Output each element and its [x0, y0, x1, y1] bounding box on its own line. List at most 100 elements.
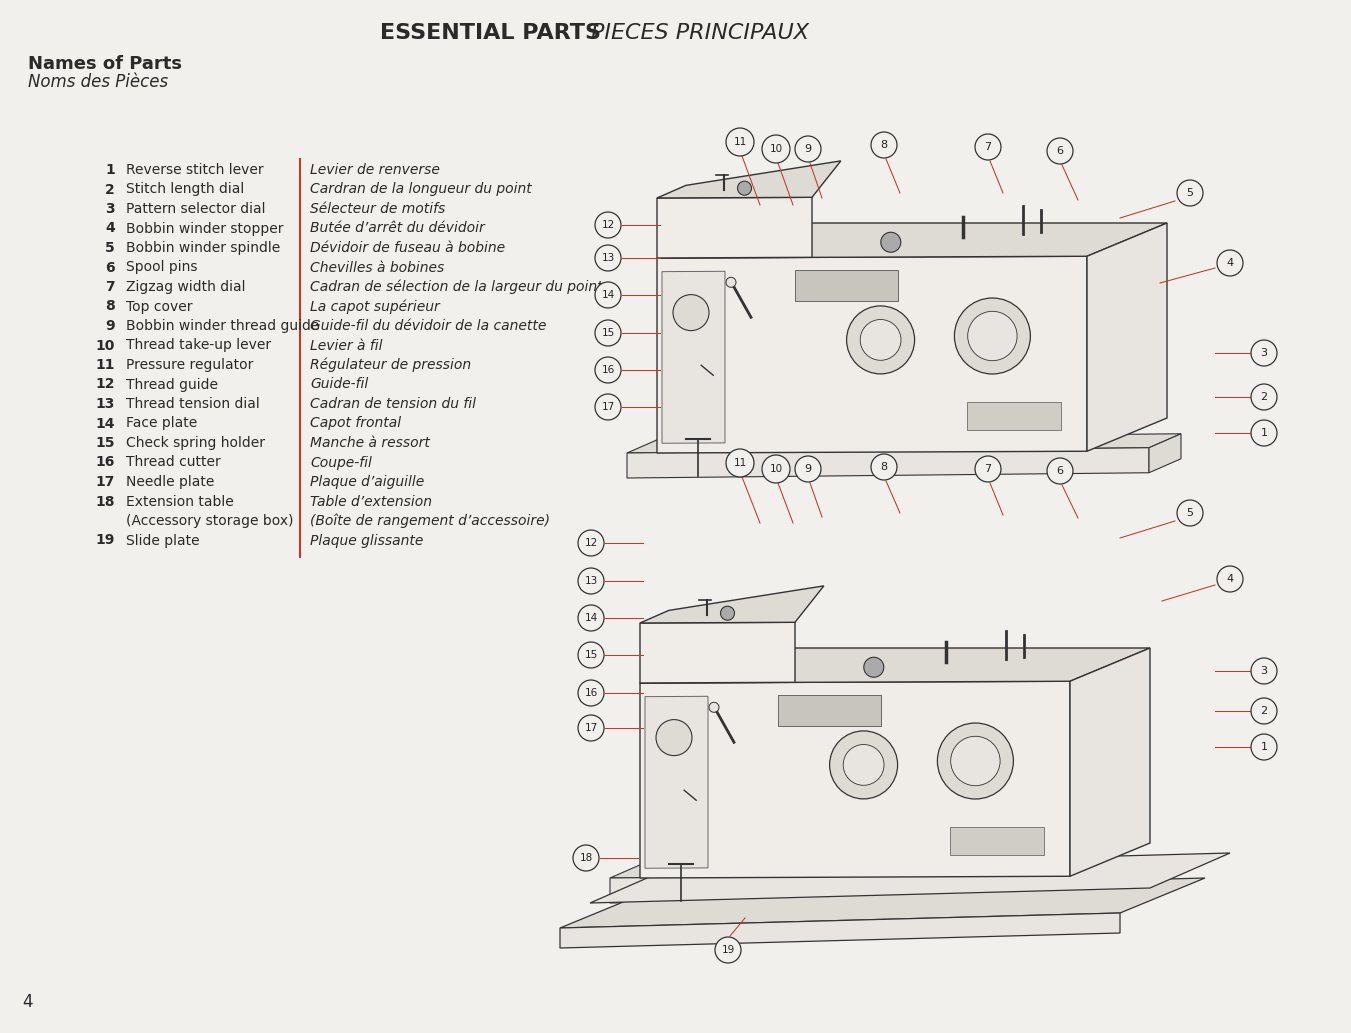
- Polygon shape: [627, 447, 1148, 478]
- Text: 8: 8: [881, 462, 888, 472]
- Polygon shape: [1070, 648, 1150, 876]
- Text: Noms des Pièces: Noms des Pièces: [28, 73, 168, 91]
- Text: Bobbin winder thread guide: Bobbin winder thread guide: [126, 319, 319, 333]
- Polygon shape: [662, 272, 725, 443]
- Text: Stitch length dial: Stitch length dial: [126, 183, 245, 196]
- Text: 5: 5: [1186, 508, 1193, 518]
- Text: Pressure regulator: Pressure regulator: [126, 358, 254, 372]
- Circle shape: [1251, 420, 1277, 446]
- Text: 11: 11: [734, 137, 747, 147]
- Circle shape: [1047, 138, 1073, 164]
- Text: 18: 18: [96, 495, 115, 508]
- Polygon shape: [640, 681, 1070, 878]
- Text: Bobbin winder spindle: Bobbin winder spindle: [126, 241, 280, 255]
- Text: 8: 8: [105, 300, 115, 313]
- Circle shape: [578, 530, 604, 556]
- Circle shape: [1217, 250, 1243, 276]
- Circle shape: [594, 320, 621, 346]
- Text: 4: 4: [105, 221, 115, 236]
- Circle shape: [881, 232, 901, 252]
- Text: Dévidoir de fuseau à bobine: Dévidoir de fuseau à bobine: [309, 241, 505, 255]
- Circle shape: [578, 605, 604, 631]
- Circle shape: [738, 181, 751, 195]
- Text: Manche à ressort: Manche à ressort: [309, 436, 430, 450]
- Text: 9: 9: [804, 144, 812, 154]
- Circle shape: [657, 720, 692, 755]
- Text: Spool pins: Spool pins: [126, 260, 197, 275]
- Text: Pattern selector dial: Pattern selector dial: [126, 202, 266, 216]
- Text: La capot supérieur: La capot supérieur: [309, 300, 439, 314]
- Text: 19: 19: [96, 533, 115, 547]
- Text: Table d’extension: Table d’extension: [309, 495, 432, 508]
- Text: 7: 7: [105, 280, 115, 294]
- Text: Reverse stitch lever: Reverse stitch lever: [126, 163, 263, 177]
- Polygon shape: [640, 648, 1150, 683]
- Text: 4: 4: [22, 993, 32, 1011]
- Circle shape: [762, 455, 790, 483]
- Polygon shape: [640, 586, 824, 623]
- Text: 10: 10: [770, 144, 782, 154]
- Text: 3: 3: [105, 202, 115, 216]
- Bar: [794, 270, 898, 301]
- Polygon shape: [1088, 223, 1167, 451]
- Text: Plaque d’aiguille: Plaque d’aiguille: [309, 475, 424, 489]
- Text: Chevilles à bobines: Chevilles à bobines: [309, 260, 444, 275]
- Circle shape: [578, 641, 604, 668]
- Text: 15: 15: [585, 650, 597, 660]
- Text: 2: 2: [105, 183, 115, 196]
- Polygon shape: [640, 622, 794, 683]
- Text: 17: 17: [585, 723, 597, 733]
- Polygon shape: [561, 878, 1205, 928]
- Circle shape: [725, 277, 736, 287]
- Text: (Accessory storage box): (Accessory storage box): [126, 514, 293, 528]
- Circle shape: [720, 606, 735, 620]
- Circle shape: [1177, 180, 1202, 206]
- Circle shape: [954, 298, 1031, 374]
- Text: 1: 1: [105, 163, 115, 177]
- Text: Cadran de sélection de la largeur du point: Cadran de sélection de la largeur du poi…: [309, 280, 603, 294]
- Text: (Boîte de rangement d’accessoire): (Boîte de rangement d’accessoire): [309, 514, 550, 529]
- Bar: [778, 695, 881, 726]
- Text: ESSENTIAL PARTS: ESSENTIAL PARTS: [380, 23, 600, 43]
- Text: 7: 7: [985, 464, 992, 474]
- Circle shape: [673, 294, 709, 331]
- Circle shape: [725, 449, 754, 477]
- Text: 12: 12: [96, 377, 115, 392]
- Text: 16: 16: [601, 365, 615, 375]
- Text: Top cover: Top cover: [126, 300, 192, 313]
- Text: Capot frontal: Capot frontal: [309, 416, 401, 431]
- Text: 13: 13: [585, 576, 597, 586]
- Text: 8: 8: [881, 140, 888, 150]
- Text: Thread cutter: Thread cutter: [126, 456, 220, 470]
- Text: Thread guide: Thread guide: [126, 377, 218, 392]
- Circle shape: [1251, 734, 1277, 760]
- Text: Coupe-fil: Coupe-fil: [309, 456, 372, 470]
- Bar: [966, 402, 1061, 430]
- Text: Plaque glissante: Plaque glissante: [309, 533, 423, 547]
- Text: 3: 3: [1260, 348, 1267, 358]
- Circle shape: [594, 212, 621, 238]
- Circle shape: [594, 245, 621, 271]
- Text: 11: 11: [96, 358, 115, 372]
- Text: 16: 16: [585, 688, 597, 698]
- Circle shape: [1251, 658, 1277, 684]
- Circle shape: [709, 702, 719, 713]
- Circle shape: [1177, 500, 1202, 526]
- Polygon shape: [1132, 858, 1165, 898]
- Text: 16: 16: [96, 456, 115, 470]
- Circle shape: [830, 731, 897, 799]
- Polygon shape: [657, 256, 1088, 453]
- Text: 12: 12: [585, 538, 597, 547]
- Text: 1: 1: [1260, 742, 1267, 752]
- Text: Check spring holder: Check spring holder: [126, 436, 265, 450]
- Circle shape: [938, 723, 1013, 799]
- Circle shape: [871, 453, 897, 480]
- Text: 17: 17: [601, 402, 615, 412]
- Circle shape: [1251, 698, 1277, 724]
- Circle shape: [847, 306, 915, 374]
- Text: Thread take-up lever: Thread take-up lever: [126, 339, 272, 352]
- Circle shape: [1217, 566, 1243, 592]
- Text: 17: 17: [96, 475, 115, 489]
- Text: 10: 10: [96, 339, 115, 352]
- Text: Face plate: Face plate: [126, 416, 197, 431]
